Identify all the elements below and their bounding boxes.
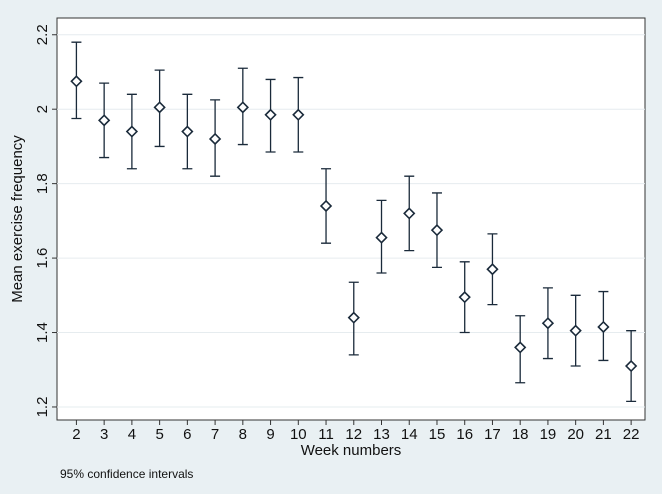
x-tick-label: 22 [623,426,640,443]
x-tick-label: 15 [429,426,446,443]
marker [403,207,416,220]
x-tick-label: 3 [100,426,108,443]
x-tick-label: 7 [211,426,219,443]
note: 95% confidence intervals [60,467,193,481]
marker [486,263,499,276]
marker [347,311,360,324]
marker [319,199,333,213]
x-tick-label: 10 [290,426,307,443]
x-tick-label: 19 [540,426,557,443]
y-tick-label: 2 [34,105,51,113]
x-tick-label: 13 [373,426,390,443]
marker [153,101,166,114]
marker [98,114,111,127]
x-tick-label: 5 [155,426,163,443]
x-tick-label: 16 [456,426,473,443]
marker [569,324,582,337]
marker [125,125,139,138]
marker [375,231,388,244]
x-axis-label: Week numbers [301,442,402,459]
marker [458,291,471,304]
x-tick-label: 2 [72,426,80,443]
x-tick-label: 11 [318,426,334,443]
marker [541,317,555,330]
y-tick-label: 1.6 [34,248,51,269]
x-tick-label: 4 [128,426,136,443]
x-tick-label: 17 [484,426,501,443]
plot-area [56,17,646,421]
y-axis-label: Mean exercise frequency [9,135,26,303]
y-tick-label: 1.4 [34,322,51,343]
x-tick-label: 9 [266,426,274,443]
x-tick-label: 6 [183,426,191,443]
marker [292,108,305,121]
x-tick-label: 8 [239,426,247,443]
marker [70,75,83,88]
marker [236,101,249,114]
marker [430,224,444,237]
marker [625,359,638,373]
x-tick-label: 12 [345,426,362,443]
x-tick-label: 21 [595,426,612,443]
y-tick-label: 1.8 [34,173,51,194]
y-tick-label: 2.2 [34,24,51,45]
x-tick-label: 18 [512,426,529,443]
marker [181,125,194,138]
marker [514,341,527,354]
marker [597,320,610,334]
x-tick-label: 20 [567,426,584,443]
y-tick-label: 1.2 [34,397,51,418]
marker [208,132,222,146]
x-tick-label: 14 [401,426,418,443]
marker [264,108,277,121]
